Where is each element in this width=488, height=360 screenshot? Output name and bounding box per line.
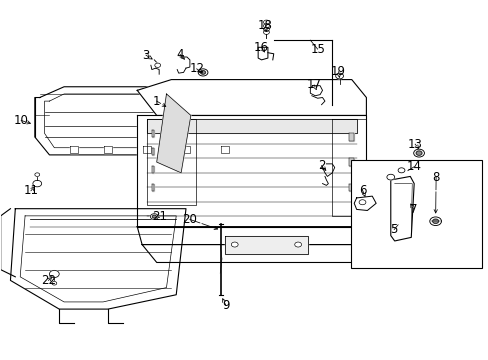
- Text: 6: 6: [358, 184, 366, 197]
- Text: 10: 10: [14, 114, 29, 127]
- Circle shape: [263, 24, 269, 28]
- Polygon shape: [152, 184, 154, 191]
- Polygon shape: [104, 146, 112, 153]
- Polygon shape: [152, 148, 154, 155]
- Circle shape: [397, 168, 404, 173]
- Polygon shape: [152, 166, 154, 173]
- Polygon shape: [137, 80, 366, 116]
- Polygon shape: [348, 184, 353, 191]
- Circle shape: [413, 149, 424, 157]
- Circle shape: [358, 200, 365, 205]
- Text: 16: 16: [254, 41, 268, 54]
- Polygon shape: [348, 134, 353, 140]
- Polygon shape: [70, 146, 78, 153]
- Polygon shape: [182, 146, 189, 153]
- Polygon shape: [348, 158, 353, 166]
- Text: 13: 13: [407, 138, 422, 150]
- Polygon shape: [224, 235, 307, 253]
- Circle shape: [335, 73, 343, 79]
- Text: 22: 22: [41, 274, 56, 287]
- Circle shape: [429, 217, 441, 226]
- Text: 2: 2: [317, 159, 325, 172]
- Text: 1: 1: [153, 95, 160, 108]
- Circle shape: [263, 27, 269, 32]
- Text: 9: 9: [222, 299, 229, 312]
- Text: 12: 12: [189, 62, 204, 75]
- Text: 15: 15: [309, 42, 325, 55]
- Text: 18: 18: [258, 19, 272, 32]
- Text: 17: 17: [306, 78, 321, 91]
- Polygon shape: [152, 130, 154, 137]
- Circle shape: [263, 20, 269, 24]
- Circle shape: [386, 174, 394, 180]
- Circle shape: [155, 63, 160, 67]
- Circle shape: [33, 180, 41, 187]
- Text: 11: 11: [23, 184, 39, 197]
- Circle shape: [432, 219, 438, 224]
- Polygon shape: [143, 146, 151, 153]
- Polygon shape: [10, 209, 185, 309]
- Polygon shape: [142, 244, 370, 262]
- Text: 7: 7: [409, 203, 417, 216]
- Circle shape: [35, 173, 40, 176]
- Circle shape: [231, 242, 238, 247]
- Text: 14: 14: [406, 160, 421, 173]
- Polygon shape: [157, 94, 190, 173]
- Bar: [350, 160, 482, 268]
- Circle shape: [198, 69, 207, 76]
- Text: 4: 4: [176, 48, 183, 61]
- Circle shape: [52, 282, 57, 285]
- Polygon shape: [137, 116, 366, 226]
- Polygon shape: [221, 146, 228, 153]
- Circle shape: [294, 242, 301, 247]
- Circle shape: [263, 30, 269, 35]
- Circle shape: [200, 71, 205, 74]
- Circle shape: [49, 270, 59, 278]
- Text: 21: 21: [151, 210, 166, 223]
- Text: 5: 5: [390, 223, 397, 236]
- Polygon shape: [35, 87, 254, 155]
- Circle shape: [415, 151, 421, 155]
- Polygon shape: [137, 226, 370, 244]
- Circle shape: [152, 215, 156, 218]
- Polygon shape: [353, 196, 375, 211]
- Circle shape: [150, 214, 158, 220]
- Polygon shape: [147, 119, 356, 134]
- Text: 3: 3: [142, 49, 149, 62]
- Text: 20: 20: [182, 213, 197, 226]
- Polygon shape: [390, 176, 413, 241]
- Text: 8: 8: [431, 171, 439, 184]
- Text: 19: 19: [330, 65, 346, 78]
